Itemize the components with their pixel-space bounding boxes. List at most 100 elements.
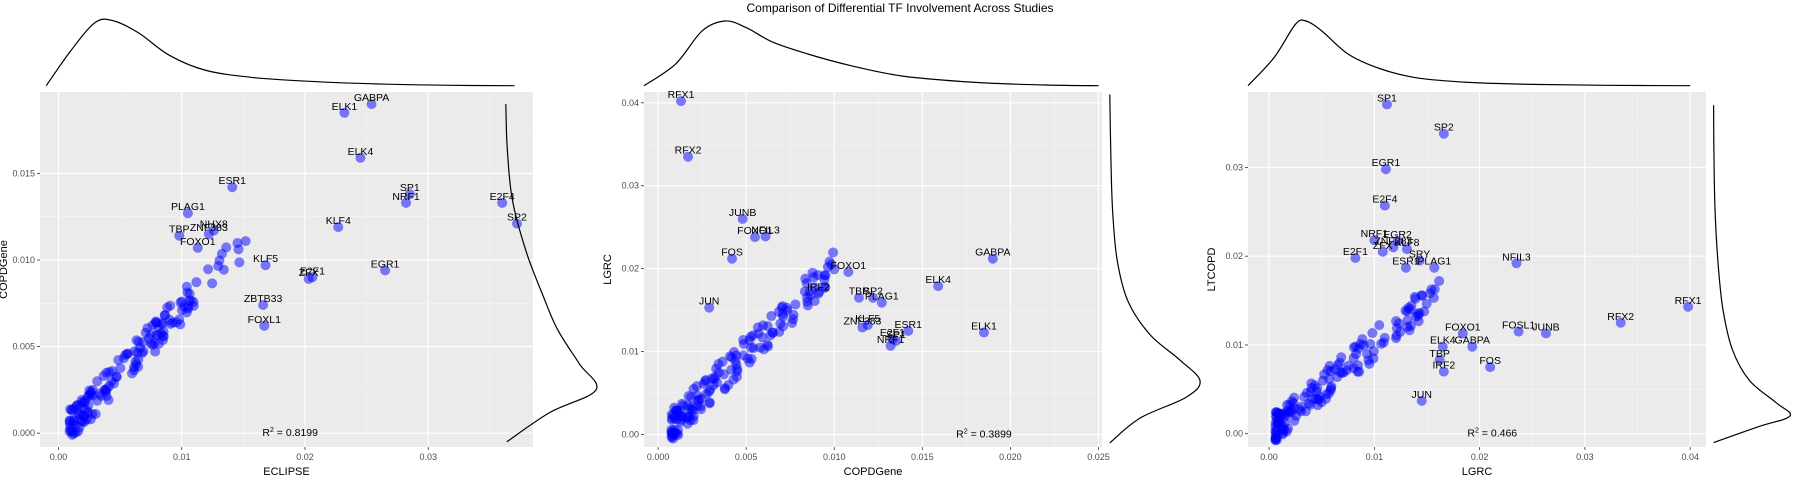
labeled-point (227, 182, 238, 193)
data-point (182, 287, 193, 298)
data-point (176, 296, 187, 307)
x-tick-label: 0.015 (911, 452, 934, 462)
labeled-point (903, 325, 914, 336)
point-label: JUN (699, 296, 719, 308)
data-point (1273, 416, 1284, 427)
data-point (1379, 332, 1390, 343)
point-label: PLAG1 (1417, 256, 1451, 268)
data-point (73, 426, 84, 437)
point-label: FOXL1 (248, 314, 281, 326)
labeled-point (843, 266, 854, 277)
point-label: NRF1 (877, 334, 905, 346)
x-axis-label: ECLIPSE (263, 466, 309, 478)
data-point (1368, 346, 1379, 357)
labeled-point (868, 292, 878, 303)
data-point (1305, 399, 1316, 410)
data-point (185, 295, 196, 306)
data-point (1391, 316, 1402, 327)
labeled-point (203, 229, 214, 239)
labeled-point (1615, 317, 1626, 328)
labeled-point (192, 242, 203, 253)
y-tick-label: 0.03 (621, 181, 639, 191)
labeled-point (1513, 326, 1524, 337)
data-point (809, 295, 820, 306)
point-label: IRF2 (1432, 360, 1455, 372)
data-point (203, 264, 214, 275)
data-point (129, 365, 140, 376)
labeled-point (366, 99, 377, 110)
point-label: ZFX (1373, 240, 1393, 252)
point-label: ZNF383 (190, 222, 228, 234)
y-axis-label: LTCOPD (1206, 248, 1218, 292)
data-point (1334, 357, 1345, 368)
point-label: E2F1 (1343, 246, 1368, 258)
point-label: FOS (1479, 355, 1501, 367)
labeled-point (862, 320, 873, 331)
labeled-point (497, 197, 508, 208)
labeled-point (333, 222, 344, 233)
x-tick-label: 0.005 (735, 452, 758, 462)
y-tick-label: 0.04 (621, 98, 639, 108)
labeled-point (1511, 258, 1522, 269)
labeled-point (1416, 395, 1427, 406)
data-point (713, 367, 724, 378)
data-point (723, 380, 734, 391)
data-point (131, 335, 142, 346)
data-point (802, 292, 813, 303)
point-label: JUN (1412, 389, 1432, 401)
labeled-point (1388, 242, 1399, 253)
y-tick-label: 0.005 (12, 342, 35, 352)
x-tick-label: 0.020 (999, 452, 1022, 462)
labeled-point (876, 297, 887, 308)
labeled-point (853, 292, 864, 303)
data-point (704, 398, 715, 409)
x-tick-label: 0.03 (1576, 452, 1594, 462)
data-point (762, 341, 773, 352)
labeled-point (683, 151, 694, 162)
labeled-point (1350, 252, 1361, 263)
point-label: ZNF383 (1374, 235, 1412, 247)
data-point (191, 277, 202, 288)
point-label: ESR1 (895, 319, 923, 331)
point-label: SP2 (507, 212, 527, 224)
labeled-point (1400, 262, 1411, 273)
x-tick-label: 0.00 (50, 452, 68, 462)
x-axis-label: COPDGene (844, 466, 903, 478)
data-point (176, 305, 187, 316)
point-label: NHX8 (200, 219, 228, 231)
labeled-point (1683, 301, 1694, 312)
scatter-panel-3: 0.00 0.01 0.02 0.03 0.04 0.00 0.01 0.02 0.03 SP1 S… (1206, 19, 1792, 478)
point-label: SRY (1409, 249, 1430, 261)
y-tick-label: 0.00 (621, 430, 639, 440)
x-tick-label: 0.010 (823, 452, 846, 462)
point-label: FOXO1 (1445, 321, 1481, 333)
point-label: NRF1 (1361, 228, 1389, 240)
data-point (767, 327, 778, 338)
labeled-point (1438, 128, 1449, 139)
labeled-point (885, 340, 896, 351)
labeled-point (1377, 246, 1388, 257)
point-label: E2F1 (300, 265, 325, 277)
point-label: PLAG1 (865, 291, 899, 303)
point-label: FOS (721, 247, 743, 259)
labeled-point (1380, 164, 1391, 175)
data-point (234, 257, 245, 268)
data-point (77, 416, 88, 427)
labeled-point (704, 302, 715, 313)
data-point (1282, 399, 1293, 410)
point-label: SP2 (863, 286, 883, 298)
labeled-point (260, 260, 271, 271)
data-point (683, 400, 694, 411)
data-point (688, 383, 699, 394)
data-point (1364, 358, 1375, 369)
x-tick-label: 0.000 (647, 452, 670, 462)
data-point (150, 346, 161, 357)
labeled-point (1381, 99, 1392, 110)
point-label: SP2 (1434, 122, 1454, 134)
data-point (766, 311, 777, 322)
point-label: ELK4 (348, 146, 374, 158)
data-point (666, 426, 677, 437)
labeled-point (339, 107, 350, 118)
data-point (738, 350, 749, 361)
r-squared-label: R2 = 0.8199 (262, 427, 318, 439)
